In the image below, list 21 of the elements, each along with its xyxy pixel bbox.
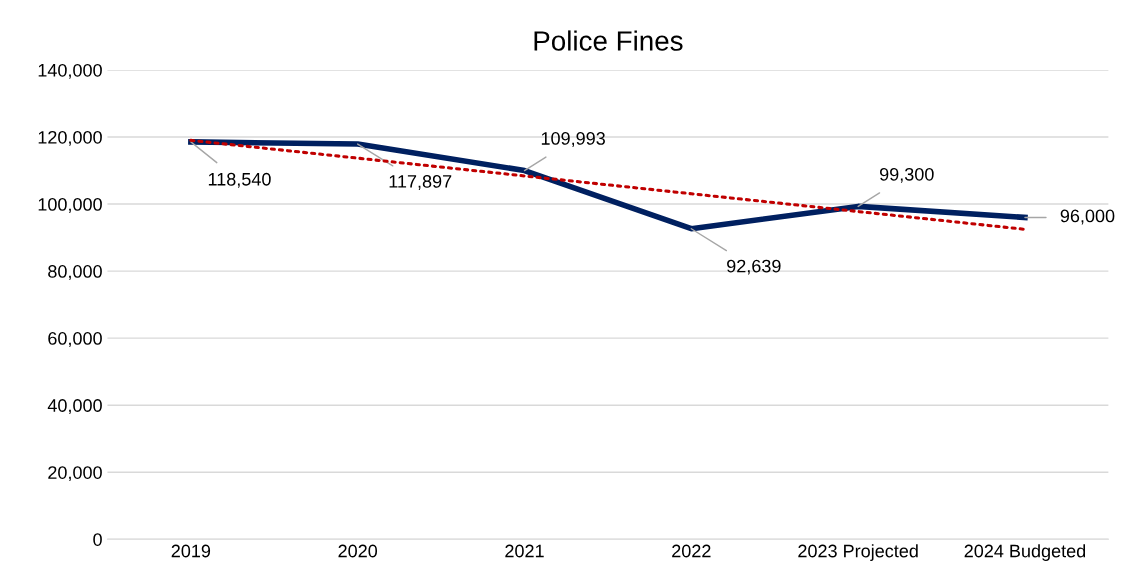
x-tick-label: 2024 Budgeted <box>964 544 1086 561</box>
y-tick-label: 120,000 <box>38 130 102 146</box>
data-label: 109,993 <box>541 132 605 147</box>
y-tick-label: 20,000 <box>48 466 102 482</box>
data-label: 118,540 <box>208 172 271 188</box>
x-tick-label: 2022 <box>672 544 711 558</box>
y-tick-label: 140,000 <box>38 63 102 79</box>
x-tick-label: 2023 Projected <box>798 544 918 561</box>
chart-title: Police Fines <box>534 30 683 51</box>
data-label: 92,639 <box>727 259 781 275</box>
data-label: 99,300 <box>879 167 934 183</box>
y-tick-label: 80,000 <box>48 265 102 280</box>
x-tick-label: 2020 <box>338 544 378 558</box>
x-tick-label: 2021 <box>505 544 544 558</box>
data-label: 96,000 <box>1060 209 1115 225</box>
y-tick-label: 40,000 <box>47 399 102 415</box>
y-tick-label: 60,000 <box>48 332 102 347</box>
data-label: 117,897 <box>389 175 452 190</box>
x-tick-label: 2019 <box>171 544 211 558</box>
y-tick-label: 100,000 <box>38 197 102 213</box>
y-tick-label: 0 <box>93 533 102 546</box>
